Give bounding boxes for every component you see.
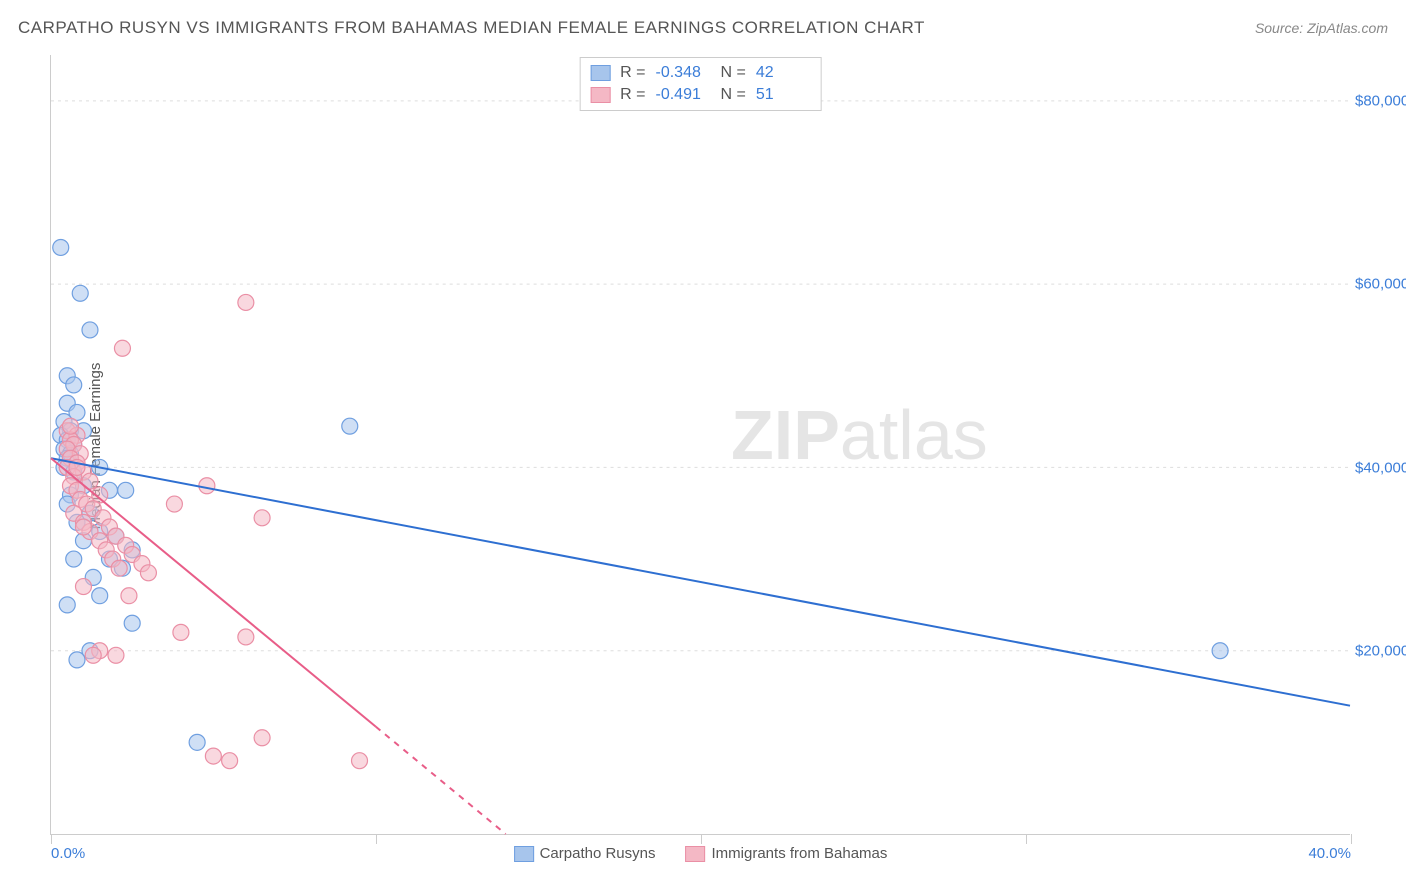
y-tick-label: $20,000 [1355, 643, 1406, 660]
data-point [92, 588, 108, 604]
trend-line-dashed [376, 727, 506, 834]
data-point [199, 478, 215, 494]
data-point [352, 753, 368, 769]
x-tick [376, 834, 377, 844]
data-point [140, 565, 156, 581]
legend-swatch-1 [686, 846, 706, 862]
stats-row-1: R = -0.491 N = 51 [590, 84, 811, 106]
y-tick-label: $80,000 [1355, 92, 1406, 109]
stats-row-0: R = -0.348 N = 42 [590, 62, 811, 84]
stats-swatch-0 [590, 65, 610, 81]
data-point [108, 647, 124, 663]
title-bar: CARPATHO RUSYN VS IMMIGRANTS FROM BAHAMA… [18, 18, 1388, 38]
data-point [75, 579, 91, 595]
plot-area: ZIPatlas R = -0.348 N = 42 R = -0.491 N … [50, 55, 1350, 835]
data-point [238, 629, 254, 645]
data-point [166, 496, 182, 512]
chart-title: CARPATHO RUSYN VS IMMIGRANTS FROM BAHAMA… [18, 18, 925, 38]
stats-r-val-0: -0.348 [656, 64, 711, 82]
stats-swatch-1 [590, 87, 610, 103]
data-point [75, 519, 91, 535]
data-point [121, 588, 137, 604]
x-tick [1351, 834, 1352, 844]
data-point [53, 239, 69, 255]
stats-n-val-1: 51 [756, 86, 811, 104]
data-point [69, 652, 85, 668]
source-label: Source: ZipAtlas.com [1255, 20, 1388, 36]
data-point [114, 340, 130, 356]
data-point [254, 730, 270, 746]
x-tick [51, 834, 52, 844]
legend-label-0: Carpatho Rusyns [540, 845, 656, 862]
data-point [1212, 643, 1228, 659]
x-tick [701, 834, 702, 844]
data-point [173, 624, 189, 640]
stats-n-val-0: 42 [756, 64, 811, 82]
data-point [66, 551, 82, 567]
bottom-legend: Carpatho Rusyns Immigrants from Bahamas [514, 845, 888, 862]
data-point [222, 753, 238, 769]
stats-n-label-1: N = [721, 86, 746, 104]
data-point [59, 597, 75, 613]
data-point [82, 322, 98, 338]
x-tick [1026, 834, 1027, 844]
data-point [342, 418, 358, 434]
data-point [118, 482, 134, 498]
trend-line [51, 458, 1350, 705]
stats-r-label-0: R = [620, 64, 645, 82]
legend-item-1: Immigrants from Bahamas [686, 845, 888, 862]
legend-swatch-0 [514, 846, 534, 862]
data-point [111, 560, 127, 576]
stats-r-label-1: R = [620, 86, 645, 104]
stats-r-val-1: -0.491 [656, 86, 711, 104]
data-point [238, 294, 254, 310]
x-end-label: 40.0% [1308, 845, 1351, 862]
data-point [254, 510, 270, 526]
data-point [85, 647, 101, 663]
plot-svg [51, 55, 1350, 834]
data-point [66, 377, 82, 393]
y-tick-label: $60,000 [1355, 276, 1406, 293]
stats-n-label-0: N = [721, 64, 746, 82]
legend-item-0: Carpatho Rusyns [514, 845, 656, 862]
data-point [124, 615, 140, 631]
x-start-label: 0.0% [51, 845, 85, 862]
data-point [72, 285, 88, 301]
y-tick-label: $40,000 [1355, 459, 1406, 476]
stats-box: R = -0.348 N = 42 R = -0.491 N = 51 [579, 57, 822, 111]
data-point [189, 734, 205, 750]
data-point [62, 418, 78, 434]
data-point [205, 748, 221, 764]
legend-label-1: Immigrants from Bahamas [712, 845, 888, 862]
